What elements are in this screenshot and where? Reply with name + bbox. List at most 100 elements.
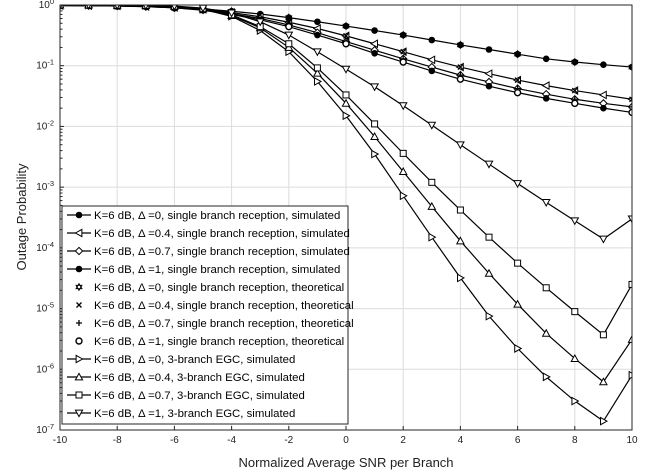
data-point — [571, 308, 579, 316]
y-tick-label: 10-5 — [36, 301, 54, 315]
data-point — [485, 233, 493, 241]
data-point — [370, 83, 380, 92]
data-point — [485, 46, 493, 53]
data-point — [400, 48, 407, 55]
y-tick-label: 10-6 — [36, 361, 54, 375]
legend-marker — [75, 282, 83, 292]
data-point — [370, 131, 380, 140]
data-point — [628, 280, 632, 288]
y-tick-label: 10-4 — [36, 240, 54, 254]
data-point — [514, 77, 521, 84]
legend-item: K=6 dB, Δ =0.7, single branch reception,… — [76, 318, 354, 330]
legend-item: K=6 dB, Δ =0.4, 3-branch EGC, simulated — [67, 372, 305, 384]
legend-marker — [76, 320, 82, 326]
data-point — [514, 259, 522, 267]
data-point — [312, 68, 322, 77]
y-axis-label: Outage Probability — [14, 163, 29, 270]
legend-item: K=6 dB, Δ =0.7, single branch reception,… — [67, 246, 350, 258]
legend-marker — [75, 337, 83, 345]
data-point — [227, 9, 237, 18]
data-point — [371, 50, 378, 57]
legend: K=6 dB, Δ =0, single branch reception, s… — [61, 205, 354, 425]
data-point — [399, 30, 407, 40]
x-axis-label: Normalized Average SNR per Branch — [238, 455, 453, 470]
legend-label: K=6 dB, Δ =1, single branch reception, s… — [94, 264, 340, 276]
legend-marker — [74, 228, 83, 238]
legend-label: K=6 dB, Δ =0.7, single branch reception,… — [94, 246, 350, 258]
legend-label: K=6 dB, Δ =0, single branch reception, s… — [94, 210, 340, 222]
data-point — [541, 81, 550, 91]
data-point — [513, 49, 522, 59]
legend-item: K=6 dB, Δ =0, 3-branch EGC, simulated — [67, 354, 295, 366]
data-point — [399, 191, 408, 201]
data-point — [284, 31, 294, 40]
legend-label: K=6 dB, Δ =0.4, 3-branch EGC, simulated — [94, 372, 305, 384]
data-point — [314, 18, 321, 26]
x-tick-label: 8 — [572, 435, 578, 446]
data-point — [541, 199, 551, 208]
data-point — [312, 48, 322, 57]
legend-label: K=6 dB, Δ =0.7, single branch reception,… — [94, 318, 354, 330]
data-point — [456, 75, 465, 83]
data-point — [455, 236, 465, 245]
y-tick-label: 100 — [39, 0, 54, 11]
data-point — [399, 149, 407, 157]
data-point — [428, 178, 436, 186]
data-point — [571, 99, 579, 108]
legend-item: K=6 dB, Δ =0.4, single branch reception,… — [76, 300, 354, 312]
data-point — [428, 36, 436, 44]
x-tick-label: -6 — [170, 435, 179, 446]
x-tick-label: -2 — [284, 435, 293, 446]
data-point — [427, 201, 437, 210]
data-point — [314, 31, 321, 39]
data-point — [428, 232, 437, 242]
data-point — [341, 98, 351, 107]
legend-label: K=6 dB, Δ =1, 3-branch EGC, simulated — [94, 408, 295, 420]
data-point — [600, 61, 607, 68]
data-point — [600, 416, 609, 426]
legend-item: K=6 dB, Δ =0, single branch reception, s… — [67, 210, 340, 222]
data-point — [570, 353, 580, 362]
data-point — [485, 311, 494, 321]
y-tick-label: 10-2 — [36, 118, 54, 132]
data-point — [514, 344, 523, 353]
data-point — [571, 396, 580, 406]
data-point — [570, 217, 580, 226]
x-tick-label: 2 — [400, 435, 406, 446]
x-tick-label: 4 — [458, 435, 464, 446]
data-point — [629, 96, 632, 103]
data-point — [313, 64, 321, 72]
data-point — [398, 102, 408, 111]
data-point — [598, 90, 607, 100]
legend-item: K=6 dB, Δ =0, single branch reception, t… — [75, 282, 344, 294]
data-point — [542, 372, 551, 382]
data-point — [628, 108, 632, 117]
data-point — [542, 95, 550, 102]
legend-marker — [74, 372, 84, 381]
data-point — [599, 331, 607, 339]
data-point — [485, 82, 493, 90]
data-point — [484, 160, 494, 169]
data-point — [627, 334, 632, 343]
data-point — [427, 55, 436, 65]
data-point — [456, 206, 464, 214]
data-point — [628, 62, 632, 72]
x-tick-label: -4 — [227, 435, 236, 446]
legend-marker — [75, 391, 83, 399]
data-point — [598, 377, 608, 386]
legend-item: K=6 dB, Δ =0.4, single branch reception,… — [67, 228, 350, 240]
data-point — [398, 167, 408, 176]
data-point — [255, 18, 265, 27]
data-point — [571, 87, 578, 94]
legend-label: K=6 dB, Δ =0.4, single branch reception,… — [94, 228, 350, 240]
data-point — [456, 40, 465, 50]
data-point — [571, 57, 579, 67]
data-point — [369, 39, 378, 49]
data-point — [455, 141, 465, 150]
legend-box — [61, 205, 349, 425]
data-point — [342, 40, 350, 48]
data-point — [598, 235, 608, 244]
y-tick-label: 10-7 — [36, 422, 54, 436]
data-point — [371, 27, 378, 34]
data-point — [142, 5, 149, 11]
